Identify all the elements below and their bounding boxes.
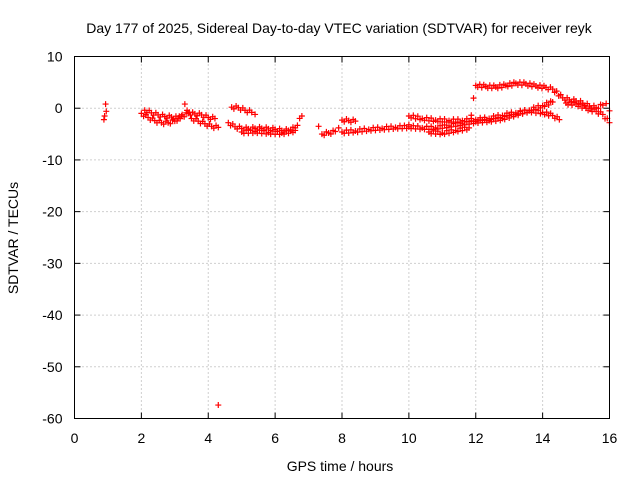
data-point [454, 128, 461, 135]
data-points [100, 79, 613, 409]
data-point [434, 128, 441, 135]
data-point [557, 91, 564, 98]
plot-frame [74, 56, 610, 419]
data-point [446, 130, 452, 137]
x-tick-label: 4 [204, 430, 212, 446]
x-tick-label: 2 [137, 430, 145, 446]
x-tick-label: 8 [338, 430, 346, 446]
data-point [468, 112, 475, 119]
y-tick-label: -20 [42, 204, 62, 220]
data-point [519, 110, 526, 117]
data-point [494, 85, 501, 92]
x-axis-label: GPS time / hours [287, 458, 394, 474]
data-point [504, 83, 511, 90]
data-point [248, 109, 255, 116]
x-tick-label: 6 [271, 430, 279, 446]
data-point [414, 123, 421, 130]
data-point [488, 116, 495, 123]
data-point [506, 112, 513, 119]
x-tick-label: 12 [468, 430, 484, 446]
data-point [103, 108, 110, 115]
data-point [603, 100, 610, 107]
chart-title: Day 177 of 2025, Sidereal Day-to-day VTE… [86, 20, 592, 36]
x-tick-label: 16 [602, 430, 618, 446]
data-point [167, 120, 174, 127]
data-point [587, 104, 594, 111]
data-point [466, 124, 473, 131]
data-point [215, 402, 222, 409]
data-point [332, 128, 339, 135]
data-point [414, 113, 421, 120]
data-point [285, 130, 292, 137]
data-point [441, 131, 448, 138]
data-point [181, 101, 188, 108]
data-point [211, 115, 218, 122]
data-point [553, 88, 560, 95]
data-point [294, 122, 301, 129]
y-tick-label: 0 [55, 100, 63, 116]
data-point [428, 115, 435, 122]
data-point [274, 128, 281, 135]
data-point [535, 107, 542, 114]
data-point [543, 109, 550, 116]
x-tick-label: 14 [535, 430, 551, 446]
data-point [459, 127, 466, 134]
data-point [327, 131, 334, 138]
data-point [599, 111, 606, 118]
data-point [260, 127, 267, 134]
data-point [549, 86, 556, 93]
data-point [178, 112, 185, 119]
data-point [352, 118, 359, 125]
x-tick-label: 10 [401, 430, 417, 446]
data-point [545, 101, 552, 108]
data-point [292, 127, 299, 134]
data-point [335, 124, 342, 131]
data-point [508, 82, 515, 89]
data-point [102, 101, 109, 108]
data-point [526, 80, 533, 87]
data-point [321, 132, 328, 139]
data-point [298, 112, 305, 119]
data-point [281, 131, 288, 138]
data-point [556, 116, 563, 123]
data-point [541, 103, 548, 110]
y-tick-label: 10 [47, 49, 63, 65]
data-point [315, 123, 322, 130]
data-point [536, 82, 543, 89]
axis-ticks: 0 2 4 6 8 10 12 14 16 10 0 -10 -20 -30 -40 -50 -60 [42, 49, 617, 447]
data-point [515, 111, 522, 118]
data-point [174, 117, 181, 124]
data-point [181, 113, 188, 120]
y-tick-label: -50 [42, 359, 62, 375]
data-point [101, 112, 108, 119]
data-point [405, 121, 412, 128]
x-tick-label: 0 [71, 430, 79, 446]
data-point [599, 102, 606, 109]
data-point [492, 115, 499, 122]
y-tick-label: -40 [42, 307, 62, 323]
y-tick-label: -30 [42, 255, 62, 271]
data-point [501, 113, 508, 120]
data-point [252, 111, 259, 118]
data-point [215, 124, 222, 131]
data-point [177, 115, 184, 122]
y-tick-label: -60 [42, 411, 62, 427]
data-point [441, 115, 448, 122]
data-point [470, 95, 477, 102]
y-axis-label: SDTVAR / TECUs [5, 182, 21, 294]
data-point [549, 99, 556, 106]
y-tick-label: -10 [42, 152, 62, 168]
data-point [498, 84, 505, 91]
data-point [577, 101, 584, 108]
data-point [100, 116, 107, 123]
data-point [410, 112, 417, 119]
